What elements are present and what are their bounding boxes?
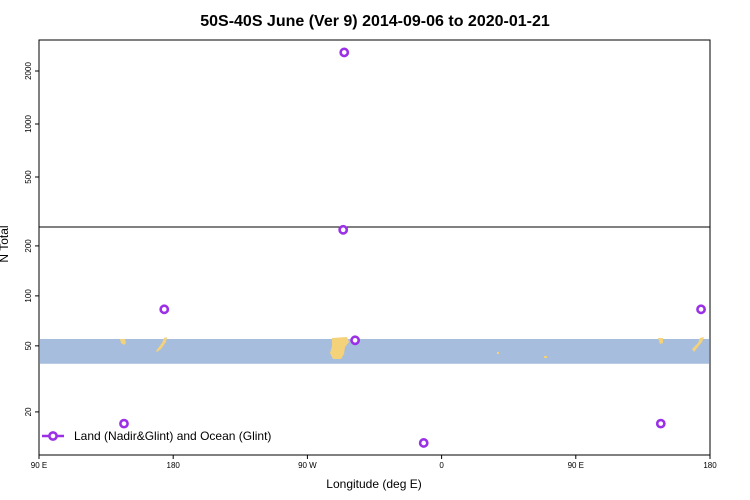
- legend-label: Land (Nadir&Glint) and Ocean (Glint): [74, 429, 271, 443]
- land-region: [497, 352, 499, 354]
- x-tick-label: 180: [167, 461, 181, 470]
- legend-marker: [48, 431, 58, 441]
- land-region: [658, 338, 663, 344]
- land-region: [330, 337, 349, 359]
- x-tick-label: 180: [703, 461, 717, 470]
- data-point: [418, 438, 429, 448]
- data-point: [339, 47, 350, 58]
- land-region: [692, 337, 704, 352]
- y-tick-label: 20: [24, 407, 33, 416]
- ocean-band: [40, 338, 709, 364]
- x-axis-label: Longitude (deg E): [326, 477, 421, 491]
- y-tick-label: 500: [24, 170, 33, 184]
- plot-area: 90 E 180 90 W 0 90 E 180 500 1000 2000 20 50 100 200…: [24, 39, 717, 470]
- y-axis-label: N Total: [0, 225, 11, 262]
- y-tick-label: 2000: [24, 62, 33, 80]
- x-tick-label: 90 E: [31, 461, 47, 470]
- y-tick-label: 100: [24, 289, 33, 303]
- x-tick-label: 0: [439, 461, 444, 470]
- y-tick-label: 1000: [24, 115, 33, 133]
- data-point: [655, 418, 666, 429]
- data-point: [159, 304, 170, 315]
- data-point: [119, 418, 129, 429]
- x-tick-label: 90 E: [568, 461, 584, 470]
- y-tick-label: 50: [24, 341, 33, 350]
- data-point: [696, 304, 706, 315]
- land-region: [120, 339, 126, 345]
- plot-frame: [38, 39, 711, 456]
- data-point: [338, 224, 349, 235]
- y-tick-label: 200: [24, 239, 33, 253]
- chart-title: 50S-40S June (Ver 9) 2014-09-06 to 2020-…: [200, 13, 550, 30]
- x-tick-label: 90 W: [298, 461, 317, 470]
- land-region: [544, 356, 547, 358]
- land-region: [156, 337, 167, 352]
- data-point: [350, 335, 361, 346]
